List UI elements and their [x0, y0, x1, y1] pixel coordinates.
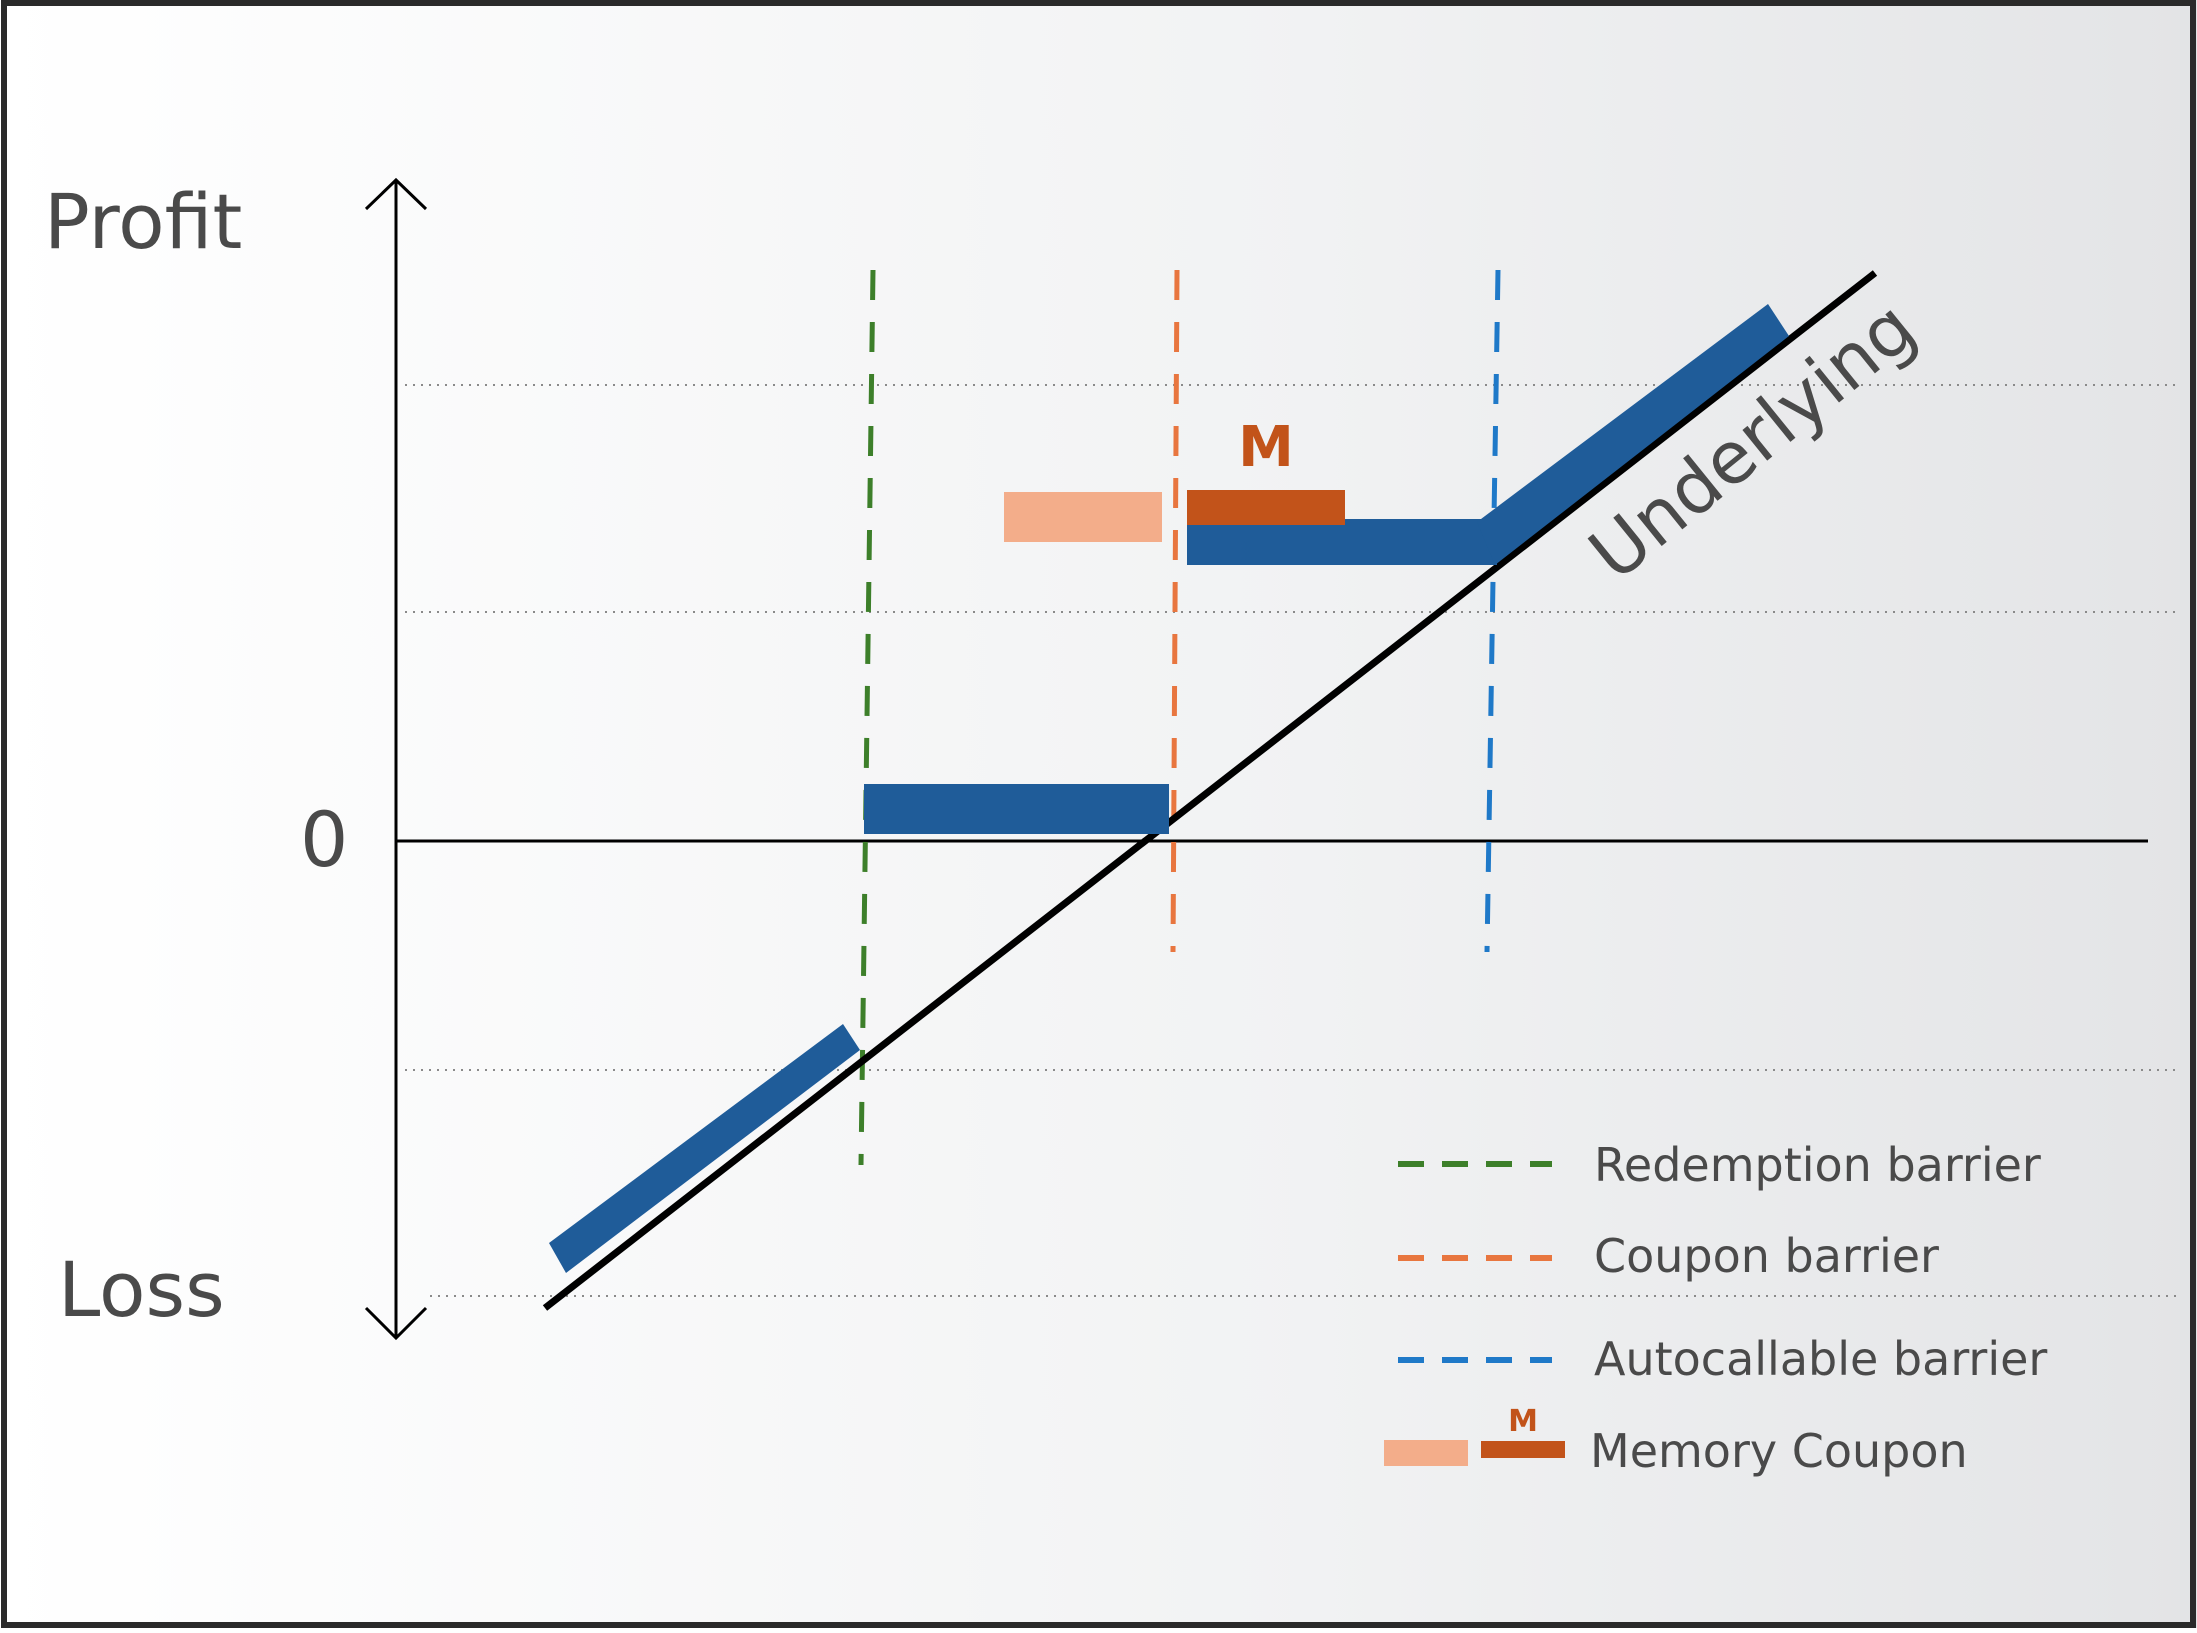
down-arrow-icon: [364, 1306, 428, 1341]
legend-coupon-label: Coupon barrier: [1594, 1229, 1939, 1283]
memory-coupon-dark-block: [1187, 490, 1345, 525]
vertical-axis: [364, 177, 428, 1341]
legend-memory-light-swatch: [1384, 1440, 1468, 1466]
redemption-barrier-line: [858, 269, 876, 1166]
autocallable-barrier-line: [1484, 269, 1501, 953]
legend-memory-dark-swatch: [1481, 1441, 1565, 1458]
up-arrow-icon: [364, 177, 428, 211]
legend: Redemption barrier Coupon barrier Autoca…: [1384, 1138, 2047, 1478]
payoff-segment-coupon: [1187, 519, 1497, 565]
payoff-segment-protected: [864, 784, 1169, 834]
profit-label: Profit: [44, 177, 242, 266]
payoff-segment-loss: [549, 1024, 860, 1273]
memory-marker: M: [1238, 415, 1294, 480]
legend-autocallable-label: Autocallable barrier: [1594, 1332, 2047, 1386]
legend-memory-marker: M: [1508, 1404, 1538, 1439]
zero-label: 0: [300, 795, 348, 884]
memory-coupon-light-block: [1004, 492, 1162, 542]
legend-redemption-label: Redemption barrier: [1594, 1138, 2041, 1192]
underlying-line: [542, 270, 1878, 1311]
coupon-barrier-line: [1170, 269, 1180, 953]
payoff-segment-upside: [1477, 304, 1789, 565]
payoff-segments: [549, 304, 1789, 1273]
loss-label: Loss: [58, 1245, 225, 1334]
legend-memory-label: Memory Coupon: [1590, 1424, 1968, 1478]
